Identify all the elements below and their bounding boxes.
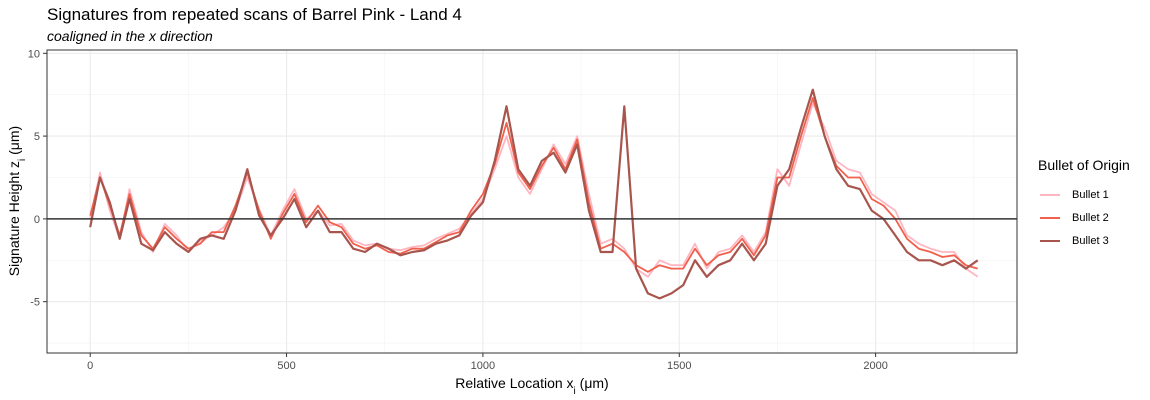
legend-label-bullet-2: Bullet 2 [1072,211,1109,224]
legend-item-bullet-3: Bullet 3 [1038,229,1130,252]
legend-label-bullet-1: Bullet 1 [1072,188,1109,201]
x-tick-label: 1500 [667,360,691,372]
plot-border [46,49,1018,354]
x-axis: 0 500 1000 1500 2000 [87,353,888,372]
legend-item-bullet-2: Bullet 2 [1038,206,1130,229]
legend-key-bullet-3 [1040,239,1060,242]
legend-key-bullet-1 [1040,193,1060,196]
x-axis-title: Relative Location xi (μm) [455,375,608,397]
chart-title: Signatures from repeated scans of Barrel… [47,5,462,24]
chart-subtitle: coaligned in the x direction [47,28,213,44]
series-layer [89,88,979,300]
x-tick-label: 2000 [863,360,887,372]
legend-label-bullet-3: Bullet 3 [1072,234,1109,247]
y-tick-label: -5 [30,297,40,309]
y-axis: -5 0 5 10 [28,48,47,309]
x-tick-label: 0 [87,360,93,372]
grid-major [47,50,1017,353]
y-tick-label: 10 [28,48,40,60]
series-line-bullet-3 [89,88,979,300]
legend: Bullet of Origin Bullet 1 Bullet 2 Bulle… [1038,157,1130,252]
plot-panel [47,50,1017,353]
legend-item-bullet-1: Bullet 1 [1038,183,1130,206]
y-tick-label: 5 [34,131,40,143]
y-axis-title: Signature Height zi (μm) [6,126,28,276]
legend-key-bullet-2 [1040,216,1060,219]
y-tick-label: 0 [34,214,40,226]
x-tick-label: 1000 [471,360,495,372]
x-tick-label: 500 [277,360,295,372]
legend-title: Bullet of Origin [1038,157,1130,173]
